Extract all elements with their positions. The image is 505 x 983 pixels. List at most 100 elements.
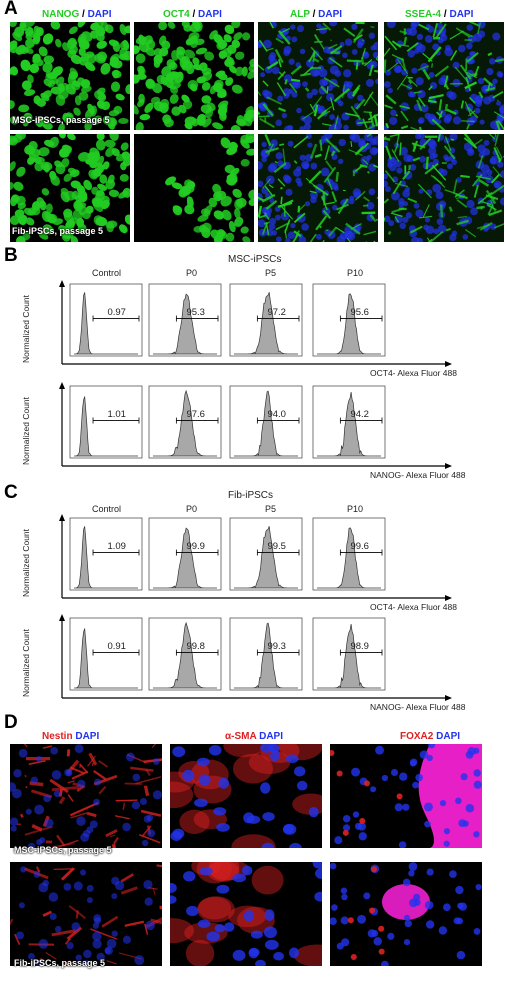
panelA-dapi-2: DAPI [318,9,343,20]
panelB-histogram-r0-c0 [69,283,143,357]
panelA-image-r0-c3 [384,22,504,130]
panelB-row-0-ylabel: Normalized Count [21,294,32,364]
panelD-marker-0: Nestin [42,731,73,742]
panelB-row-0-xlabel: OCT4- Alexa Fluor 488 [370,368,457,378]
panelA-col-0-label: NANOG / DAPI [42,9,111,20]
panelB-gate-value-r0-c2: 97.2 [267,306,286,318]
panelA-dapi-0: DAPI [87,9,112,20]
panelC-row-0-xlabel: OCT4- Alexa Fluor 488 [370,602,457,612]
panelC-row-1-xlabel: NANOG- Alexa Fluor 488 [370,702,466,712]
panelD-marker-2: FOXA2 [400,731,434,742]
panelB-histogram-r1-c3 [312,385,386,459]
panelD-row-0-label: MSC-iPSCs, passage 5 [14,845,112,855]
panelC-col-header-0: Control [92,504,122,514]
panelC-gate-value-r0-c3: 99.6 [350,540,369,552]
panelC-gate-value-r1-c3: 98.9 [350,640,369,652]
panelB-histogram-r0-c3 [312,283,386,357]
panelD-image-r1-c0 [10,862,162,966]
panelD-col-1-label: α-SMA DAPI [225,731,283,742]
panel-b-letter: B [4,245,18,266]
panelB-histogram-r0-c1 [148,283,222,357]
panelC-gate-value-r0-c2: 99.5 [267,540,286,552]
panelD-image-r0-c1 [170,744,322,848]
panelC-histogram-r1-c3 [312,617,386,691]
panelB-col-header-0: Control [92,268,122,278]
panelD-marker-1: α-SMA [225,731,257,742]
panelD-dapi-1: DAPI [256,731,283,742]
panelA-marker-3: SSEA-4 [405,9,442,20]
panelA-marker-0: NANOG [42,9,80,20]
panelA-sep-1: / [189,9,199,20]
panelB-row-1-axes [59,382,452,469]
panelD-image-r0-c0 [10,744,162,848]
panelA-sep-0: / [79,9,88,20]
panel-c-letter: C [4,482,18,503]
panelA-col-2-label: ALP / DAPI [290,9,342,20]
panelC-histogram-r1-c2 [229,617,303,691]
panelB-row-0-axes [59,280,452,367]
panel-d-letter: D [4,712,18,733]
panelA-row-1-label: Fib-iPSCs, passage 5 [12,226,104,236]
panelA-dapi-3: DAPI [449,9,474,20]
panelA-col-1-label: OCT4 / DAPI [163,9,222,20]
panelA-image-r0-c2 [258,22,378,130]
panelA-image-r1-c1 [134,134,254,242]
panelA-col-3-label: SSEA-4 / DAPI [405,9,473,20]
panelC-histogram-r1-c0 [69,617,143,691]
panelA-image-r0-c1 [134,22,254,130]
panelC-row-0-ylabel: Normalized Count [21,528,32,598]
panelD-dapi-0: DAPI [72,731,100,742]
panelB-col-header-1: P0 [186,268,198,278]
panelC-histogram-r0-c3 [312,517,386,591]
panelC-gate-value-r1-c2: 99.3 [267,640,286,652]
panelC-histogram-r1-c1 [148,617,222,691]
panelA-marker-2: ALP [290,9,310,20]
panelB-gate-value-r0-c1: 95.3 [186,306,205,318]
panelC-col-header-2: P5 [265,504,277,514]
panel-a-letter: A [4,0,18,19]
panelC-histogram-r0-c0 [69,517,143,591]
panelC-row-1-axes [59,614,452,701]
panelB-row-1-ylabel: Normalized Count [21,396,32,466]
panelB-gate-value-r0-c0: 0.97 [107,306,126,318]
panelC-row-0-axes [59,514,452,601]
panelA-sep-3: / [441,9,450,20]
panelB-histogram-r1-c1 [148,385,222,459]
panelB-row-1-xlabel: NANOG- Alexa Fluor 488 [370,470,466,480]
panelC-gate-value-r0-c0: 1.09 [107,540,126,552]
panelC-gate-value-r1-c0: 0.91 [107,640,126,652]
panelB-gate-value-r0-c3: 95.6 [350,306,369,318]
panelA-image-r0-c0 [10,22,130,130]
panelD-image-r0-c2 [330,744,482,848]
panelA-row-0-label: MSC-iPSCs, passage 5 [12,115,110,125]
panelB-histogram-r0-c2 [229,283,303,357]
panelB-histogram-r1-c2 [229,385,303,459]
panelB-gate-value-r1-c3: 94.2 [350,408,369,420]
panelA-image-r1-c2 [258,134,378,242]
panelD-col-2-label: FOXA2 DAPI [400,731,460,742]
panelD-col-0-label: Nestin DAPI [42,731,99,742]
panelB-col-header-3: P10 [347,268,364,278]
panelA-dapi-1: DAPI [198,9,222,20]
panelC-col-header-1: P0 [186,504,198,514]
panelD-dapi-2: DAPI [433,731,461,742]
panelA-image-r1-c3 [384,134,504,242]
panelC-histogram-r0-c2 [229,517,303,591]
panelB-histogram-r1-c0 [69,385,143,459]
panelA-marker-1: OCT4 [163,9,190,20]
panelB-title: MSC-iPSCs [228,254,282,265]
panelB-gate-value-r1-c0: 1.01 [107,408,126,420]
panelC-title: Fib-iPSCs [228,490,274,501]
panelD-row-1-label: Fib-iPSCs, passage 5 [14,958,106,968]
panelA-sep-2: / [309,9,319,20]
panelC-gate-value-r0-c1: 99.9 [186,540,205,552]
panelC-col-header-3: P10 [347,504,364,514]
panelD-image-r1-c2 [330,862,482,966]
panelB-gate-value-r1-c1: 97.6 [186,408,205,420]
panelD-image-r1-c1 [170,862,322,966]
panelC-row-1-ylabel: Normalized Count [21,628,32,698]
panelA-image-r1-c0 [10,134,130,242]
panelB-gate-value-r1-c2: 94.0 [267,408,286,420]
panelC-histogram-r0-c1 [148,517,222,591]
panelB-col-header-2: P5 [265,268,277,278]
